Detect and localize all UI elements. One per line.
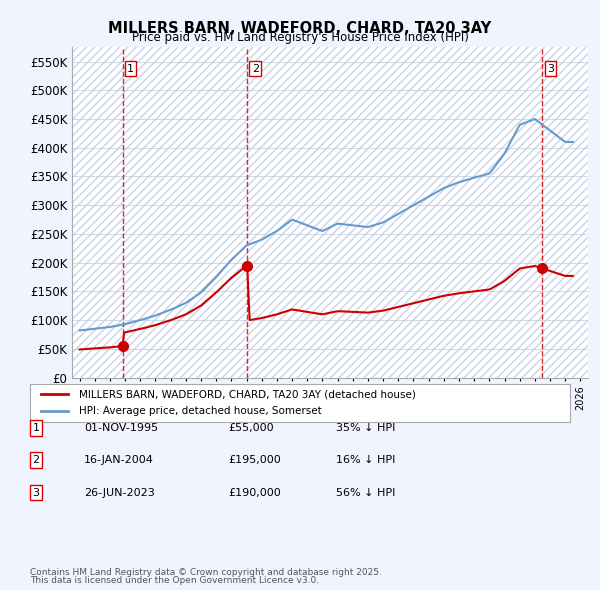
Text: £195,000: £195,000 (228, 455, 281, 465)
Text: HPI: Average price, detached house, Somerset: HPI: Average price, detached house, Some… (79, 406, 322, 416)
Text: 3: 3 (32, 488, 40, 497)
Text: MILLERS BARN, WADEFORD, CHARD, TA20 3AY (detached house): MILLERS BARN, WADEFORD, CHARD, TA20 3AY … (79, 389, 415, 399)
Text: Contains HM Land Registry data © Crown copyright and database right 2025.: Contains HM Land Registry data © Crown c… (30, 568, 382, 577)
Text: This data is licensed under the Open Government Licence v3.0.: This data is licensed under the Open Gov… (30, 576, 319, 585)
Text: 1: 1 (127, 64, 134, 74)
Text: 2: 2 (252, 64, 259, 74)
Text: £55,000: £55,000 (228, 423, 274, 432)
Text: 01-NOV-1995: 01-NOV-1995 (84, 423, 158, 432)
Text: 56% ↓ HPI: 56% ↓ HPI (336, 488, 395, 497)
Text: Price paid vs. HM Land Registry's House Price Index (HPI): Price paid vs. HM Land Registry's House … (131, 31, 469, 44)
Text: 16-JAN-2004: 16-JAN-2004 (84, 455, 154, 465)
Text: £190,000: £190,000 (228, 488, 281, 497)
Text: 1: 1 (32, 423, 40, 432)
Text: 26-JUN-2023: 26-JUN-2023 (84, 488, 155, 497)
Text: 35% ↓ HPI: 35% ↓ HPI (336, 423, 395, 432)
Text: 2: 2 (32, 455, 40, 465)
Text: 3: 3 (547, 64, 554, 74)
Text: 16% ↓ HPI: 16% ↓ HPI (336, 455, 395, 465)
Text: MILLERS BARN, WADEFORD, CHARD, TA20 3AY: MILLERS BARN, WADEFORD, CHARD, TA20 3AY (109, 21, 491, 35)
